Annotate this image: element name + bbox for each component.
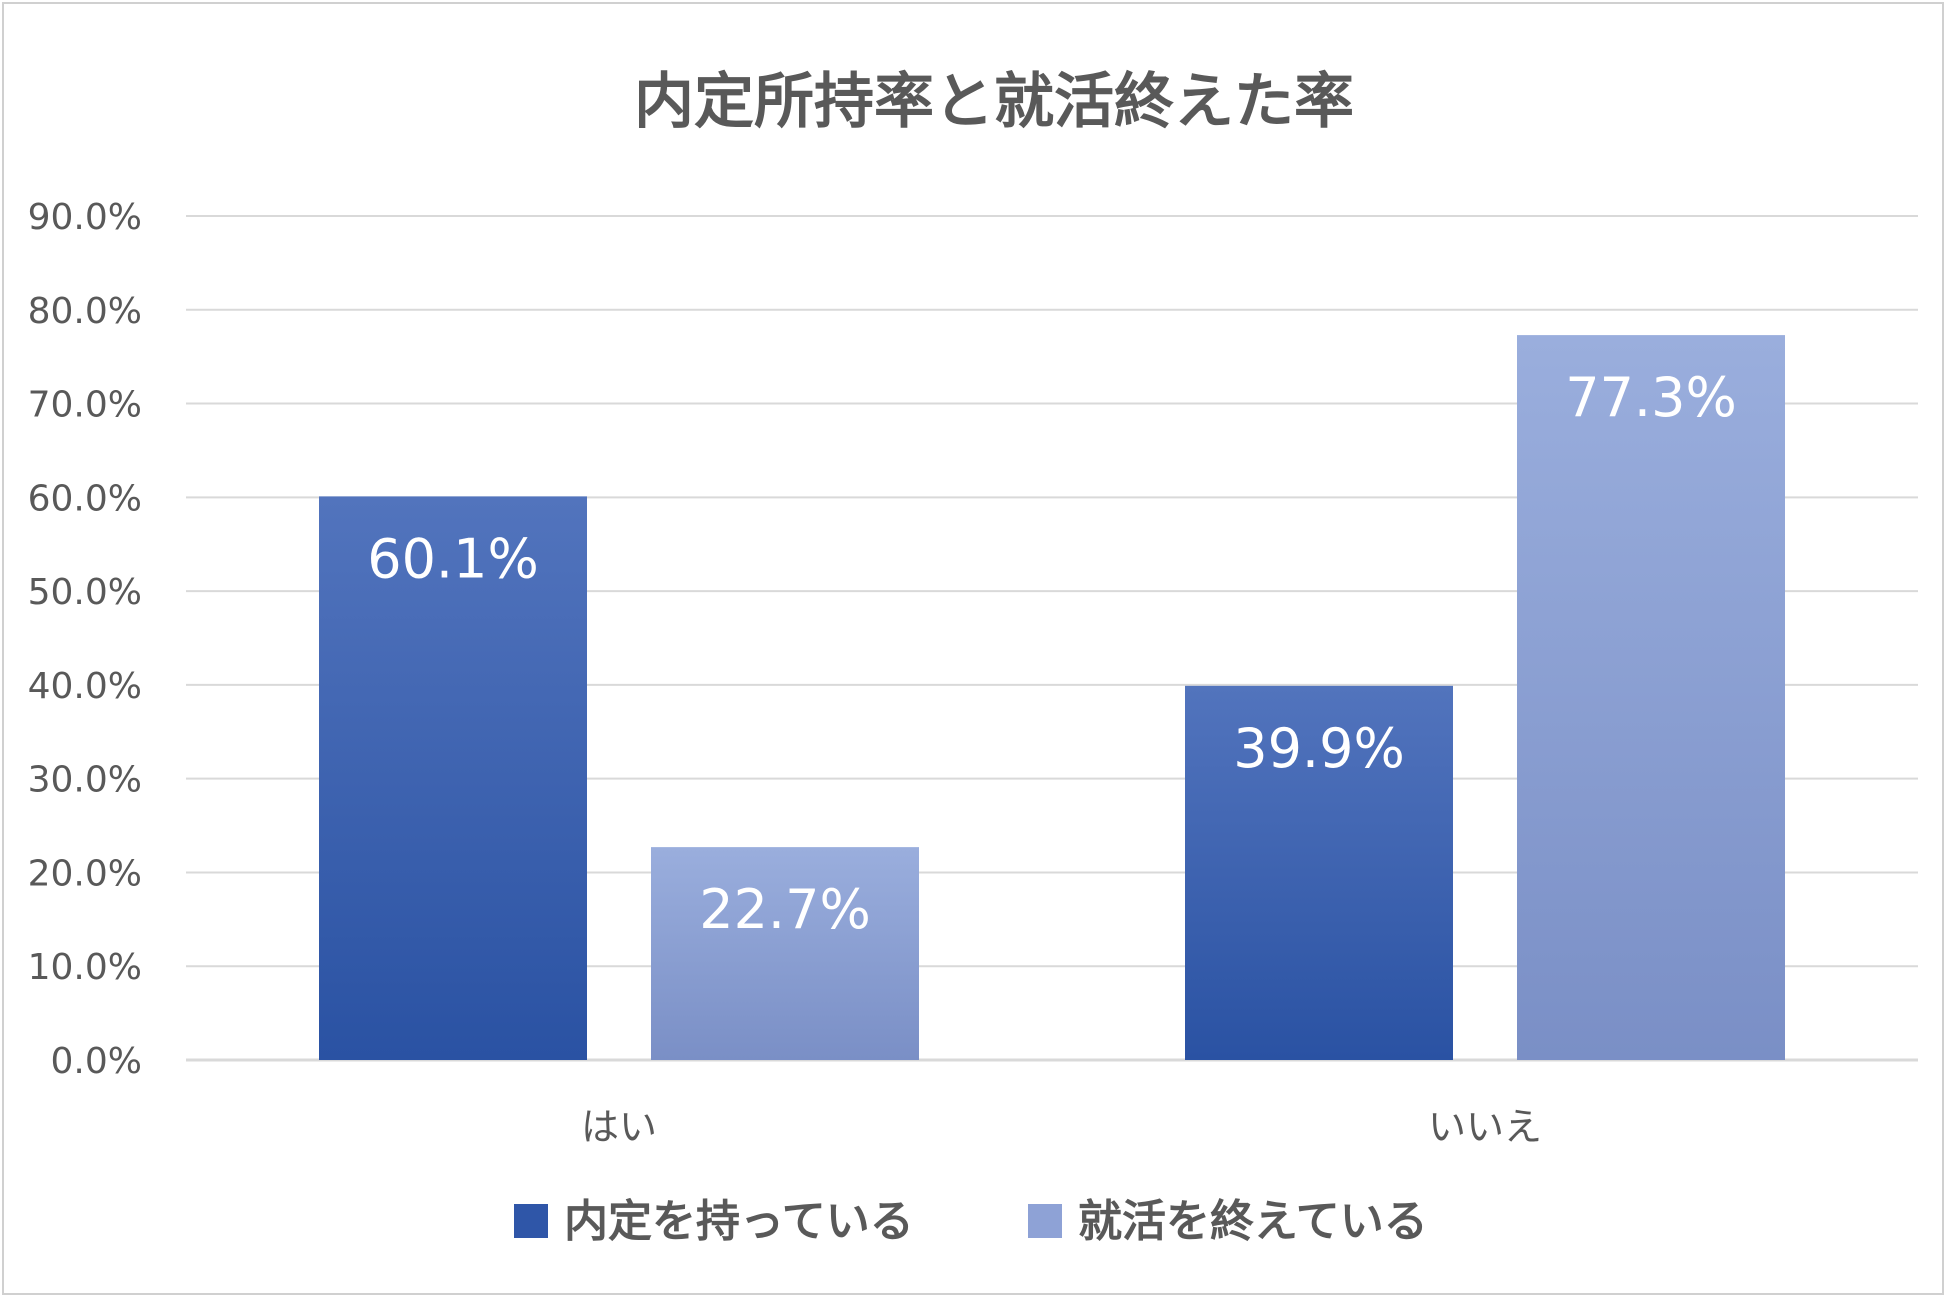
bar-2-2: [1517, 335, 1785, 1060]
data-label: 77.3%: [1565, 366, 1737, 429]
y-tick-label: 10.0%: [28, 947, 142, 988]
y-tick-label: 50.0%: [28, 572, 142, 613]
y-axis: 0.0% 10.0% 20.0% 30.0% 40.0% 50.0% 60.0% 70.0% 8…: [28, 197, 142, 1082]
bar-1-2: [1185, 685, 1453, 1060]
bar-1-1: [319, 496, 587, 1060]
y-tick-label: 70.0%: [28, 385, 142, 426]
y-tick-label: 0.0%: [51, 1041, 142, 1082]
legend-label: 内定を持っている: [564, 1196, 914, 1247]
y-tick-label: 80.0%: [28, 291, 142, 332]
data-label: 60.1%: [367, 527, 539, 590]
chart-title: 内定所持率と就活終えた率: [634, 67, 1354, 137]
legend-swatch: [1028, 1204, 1062, 1238]
legend-swatch: [514, 1204, 548, 1238]
x-axis: はい いいえ: [581, 1105, 1542, 1149]
y-tick-label: 40.0%: [28, 666, 142, 707]
legend: 内定を持っている 就活を終えている: [514, 1196, 1428, 1247]
data-label: 39.9%: [1233, 717, 1405, 780]
y-tick-label: 60.0%: [28, 478, 142, 519]
y-tick-label: 90.0%: [28, 197, 142, 238]
x-tick-label: はい: [581, 1105, 657, 1149]
x-tick-label: いいえ: [1428, 1105, 1542, 1149]
y-tick-label: 30.0%: [28, 760, 142, 801]
data-label: 22.7%: [699, 878, 871, 941]
y-tick-label: 20.0%: [28, 853, 142, 894]
bar-2-1: [651, 847, 919, 1060]
data-labels: 60.1% 22.7% 39.9% 77.3%: [367, 366, 1737, 941]
bar-chart: 内定所持率と就活終えた率 0.0% 10.0% 20.0% 30.0% 40.0% 50.…: [28, 67, 1918, 1247]
legend-label: 就活を終えている: [1078, 1196, 1428, 1247]
bars: [319, 335, 1785, 1060]
